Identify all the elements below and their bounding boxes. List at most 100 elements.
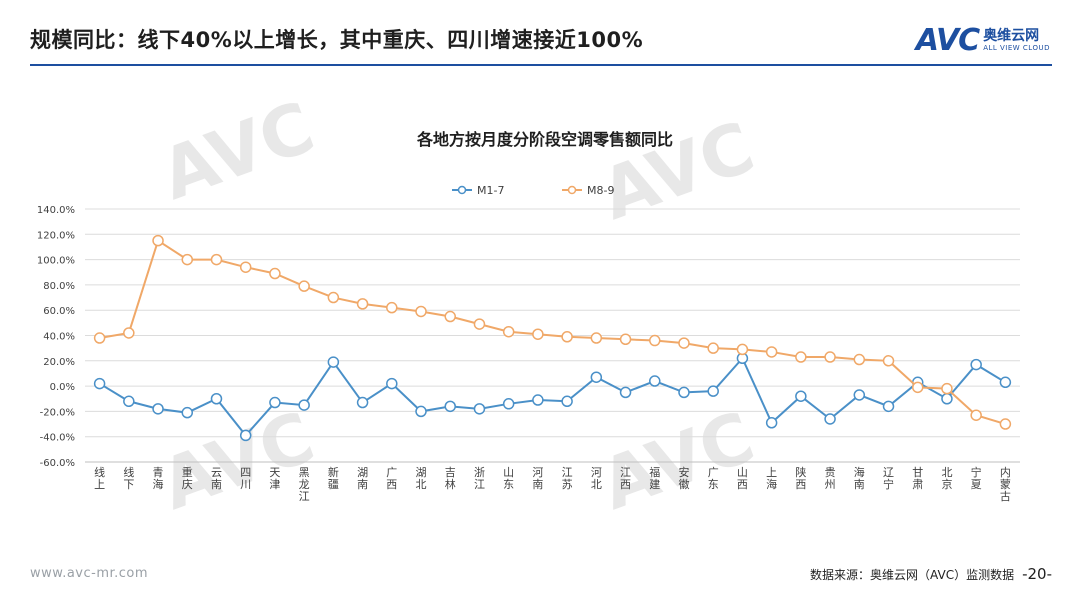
data-point [123,395,135,408]
x-tick-label: 内蒙古 [1000,465,1011,503]
y-tick-label: 40.0% [43,332,75,343]
data-point [853,353,866,366]
x-tick-label: 贵州 [825,466,836,491]
data-point [210,253,223,266]
x-tick-label: 广东 [708,466,719,491]
data-point [239,261,252,273]
data-point [327,291,340,304]
x-tick-label: 河南 [532,466,543,491]
x-tick-label: 辽宁 [883,466,894,491]
x-tick-label: 广西 [386,466,397,491]
x-tick-label: 陕西 [795,465,806,491]
x-tick-label: 线上 [94,465,105,491]
data-point [502,398,515,410]
data-point [765,346,778,358]
logo-en: ALL VIEW CLOUD [983,43,1050,52]
x-tick-label: 湖北 [416,466,427,491]
x-tick-label: 浙江 [474,466,485,491]
y-tick-label: 140.0% [37,205,75,216]
x-tick-label: 北京 [941,466,952,491]
chart-legend: M1-7 M8-9 [452,184,614,197]
x-tick-label: 线下 [123,465,134,491]
data-point [356,298,369,310]
y-tick-label: 20.0% [43,357,75,368]
x-tick-label: 海南 [854,465,865,491]
y-tick-label: -40.0% [40,433,75,444]
y-tick-label: 120.0% [37,230,75,241]
data-point [853,389,866,401]
data-point [590,332,603,344]
data-point [181,253,194,266]
chart-title: 各地方按月度分阶段空调零售额同比 [416,130,673,149]
data-point [561,395,573,408]
data-point [649,375,661,387]
data-point [210,393,223,405]
data-point [678,386,690,399]
x-tick-label: 吉林 [445,466,456,491]
legend-entry: M1-7 [452,184,504,197]
data-point [941,382,953,395]
chart-gridlines [85,208,1020,463]
data-point [415,305,427,318]
x-tick-label: 江西 [620,466,631,491]
data-point [619,386,632,399]
x-tick-label: 黑龙江 [299,466,310,503]
y-tick-label: 100.0% [37,256,75,267]
legend-marker [567,185,577,195]
page-title: 规模同比：线下40%以上增长，其中重庆、四川增速接近100% [30,28,644,52]
y-axis: 140.0% 120.0% 100.0% 80.0% 60.0% 40.0% 20.0% 0.… [37,205,75,469]
data-point [649,334,661,347]
data-point [123,327,135,339]
data-point [269,267,281,280]
x-tick-label: 重庆 [182,465,193,491]
data-point [181,406,194,419]
y-tick-label: 60.0% [43,306,75,317]
data-point [882,400,895,413]
series-line [99,356,1006,437]
data-point [298,280,310,292]
data-point [444,310,456,323]
series-M1-7 [93,352,1012,442]
logo-text: 奥维云网 ALL VIEW CLOUD [983,28,1050,53]
page-number: -20- [1022,565,1052,583]
data-point [356,396,369,409]
data-point [707,342,719,354]
x-tick-label: 河北 [591,466,602,491]
data-point [415,405,427,418]
data-point [678,337,690,349]
data-point [444,400,456,413]
legend-label: M1-7 [477,184,504,197]
data-point [619,333,632,346]
footer-website: www.avc-mr.com [30,566,149,581]
x-tick-label: 青海 [153,466,164,491]
data-point [93,377,106,390]
legend-entry: M8-9 [562,184,614,197]
x-tick-label: 甘肃 [912,466,923,491]
x-tick-label: 天津 [269,466,280,491]
brand-logo: AVC 奥维云网 ALL VIEW CLOUD [916,22,1050,58]
x-tick-label: 上海 [766,466,777,491]
data-point [152,403,164,415]
y-tick-label: 0.0% [50,382,75,393]
data-point [824,413,836,425]
series-M8-9 [93,234,1012,430]
data-point [795,390,807,402]
data-point [152,234,164,247]
data-point [502,325,515,338]
chart-series [93,234,1012,442]
data-point [999,418,1012,430]
x-tick-label: 云南 [211,466,222,491]
series-line [99,239,1006,426]
footer-source: 数据来源：奥维云网（AVC）监测数据 -20- [810,565,1052,583]
legend-marker [457,185,467,195]
data-point [882,355,895,367]
data-point [911,381,924,394]
source-note: 数据来源：奥维云网（AVC）监测数据 [810,568,1015,582]
header-divider [30,64,1052,66]
data-point [532,394,544,406]
logo-cn: 奥维云网 [983,27,1040,44]
data-point [999,376,1012,389]
y-tick-label: -60.0% [40,458,75,469]
logo-mark: AVC [915,22,980,58]
